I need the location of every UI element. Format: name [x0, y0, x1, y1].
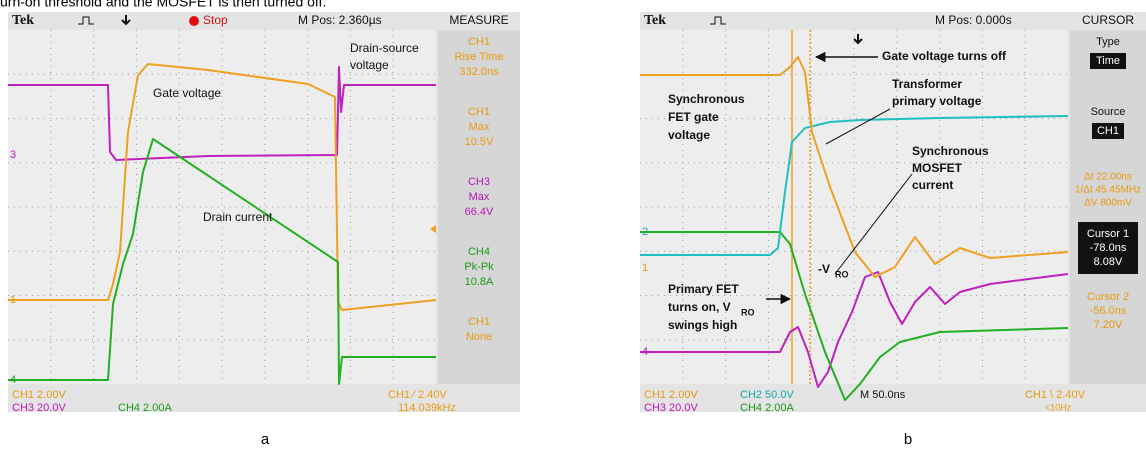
figure: urn-on threshold and the MOSFET is then …: [0, 0, 1146, 451]
sidebar-text: 10.8A: [465, 276, 494, 288]
annotation: Synchronous: [912, 144, 989, 158]
sidebar-text: -78.0ns: [1090, 242, 1127, 254]
caption: a: [261, 431, 270, 448]
menu: MEASURE: [449, 13, 508, 27]
annotation: -V: [818, 262, 830, 276]
footer-text: CH1 2.00V: [644, 389, 698, 401]
sidebar-text: CH4: [468, 246, 490, 258]
menu: CURSOR: [1082, 13, 1134, 27]
sidebar-text: CH1: [468, 36, 490, 48]
footer-text: <10Hz: [1045, 402, 1072, 412]
annotation: swings high: [668, 318, 737, 332]
scope-panel-a: Tek Stop M Pos: 2.360µs MEASURE CH1 Rise…: [8, 12, 520, 414]
sidebar-text: Type: [1096, 36, 1120, 48]
channel-marker: 1: [10, 294, 16, 306]
channel-marker: 4: [642, 346, 648, 358]
brand: Tek: [12, 13, 34, 28]
sidebar-text: Source: [1091, 106, 1126, 118]
sidebar-text: Time: [1096, 55, 1120, 67]
sidebar-text: Cursor 2: [1087, 291, 1129, 303]
annotation: FET gate: [668, 110, 719, 124]
brand: Tek: [644, 13, 666, 28]
footer-text: CH1 \ 2.40V: [1025, 389, 1086, 401]
sidebar-text: CH1: [468, 106, 490, 118]
annotation-subscript: RO: [741, 307, 755, 317]
annotation: turns on, V: [668, 300, 731, 314]
annotation-subscript: RO: [835, 269, 849, 279]
channel-marker: 2: [642, 226, 648, 238]
position: M Pos: 0.000s: [935, 13, 1012, 27]
footer-text: CH3 20.0V: [12, 402, 66, 414]
sidebar-text: CH1: [1097, 125, 1119, 137]
scope-panel-b: Tek M Pos: 0.000s CURSOR Type Time Sourc…: [640, 12, 1146, 414]
annotation: primary voltage: [892, 94, 982, 108]
sidebar-text: -56.0ns: [1090, 305, 1127, 317]
footer-text: CH1 ⁄ 2.40V: [388, 389, 447, 401]
footer-text: 114.039kHz: [398, 402, 456, 414]
sidebar-text: CH3: [468, 176, 490, 188]
sidebar-text: 10.5V: [465, 136, 494, 148]
annotation: voltage: [350, 58, 389, 72]
annotation: Synchronous: [668, 92, 745, 106]
footer-text: CH3 20.0V: [644, 402, 698, 414]
sidebar-text: None: [466, 331, 492, 343]
sidebar-text: 332.0ns: [459, 66, 499, 78]
status: Stop: [203, 13, 228, 27]
sidebar-text: 7.20V: [1094, 319, 1123, 331]
sidebar-text: Pk-Pk: [464, 261, 494, 273]
annotation: Primary FET: [668, 282, 739, 296]
sidebar-text: Δt 22.00ns: [1084, 172, 1132, 183]
annotation: MOSFET: [912, 161, 963, 175]
sidebar-text: 8.08V: [1094, 256, 1123, 268]
sidebar-text: 1/Δt 45.45MHz: [1075, 185, 1141, 196]
channel-marker: 3: [10, 149, 16, 161]
footer-text: CH2 50.0V: [740, 389, 794, 401]
annotation: Gate voltage: [153, 86, 221, 100]
annotation: Gate voltage turns off: [882, 49, 1007, 63]
caption: b: [904, 431, 912, 448]
annotation: current: [912, 178, 953, 192]
footer-text: CH4 2.00A: [740, 402, 794, 414]
sidebar-text: Max: [469, 191, 490, 203]
sidebar-text: Max: [469, 121, 490, 133]
sidebar-text: Rise Time: [455, 51, 504, 63]
sidebar-text: 66.4V: [465, 206, 494, 218]
footer-text: CH4 2.00A: [118, 402, 172, 414]
annotation: Drain-source: [350, 41, 419, 55]
top-text: urn-on threshold and the MOSFET is then …: [0, 0, 326, 10]
position: M Pos: 2.360µs: [298, 13, 382, 27]
footer-text: M 50.0ns: [860, 389, 906, 401]
channel-marker: 1: [642, 262, 648, 274]
sidebar-text: Cursor 1: [1087, 228, 1129, 240]
annotation: Transformer: [892, 77, 962, 91]
stop-dot: [189, 16, 199, 26]
sidebar-text: CH1: [468, 316, 490, 328]
sidebar-text: ΔV 800mV: [1084, 198, 1132, 209]
annotation: Drain current: [203, 210, 273, 224]
channel-marker: 4: [10, 374, 16, 386]
annotation: voltage: [668, 128, 710, 142]
footer-text: CH1 2.00V: [12, 389, 66, 401]
